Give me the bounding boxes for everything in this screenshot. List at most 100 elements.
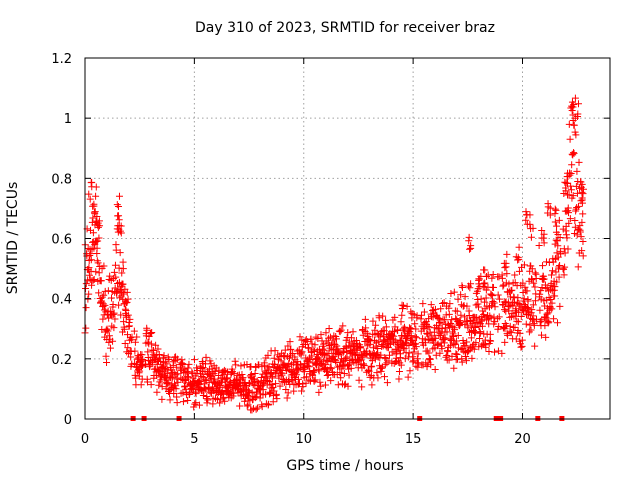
data-point — [248, 406, 256, 414]
data-point — [460, 302, 468, 310]
data-point — [440, 339, 448, 347]
data-point — [463, 348, 471, 356]
data-point — [118, 269, 126, 277]
data-point — [309, 346, 317, 354]
data-point — [572, 207, 580, 215]
data-point — [383, 379, 391, 387]
data-point — [94, 259, 102, 267]
data-point — [565, 120, 573, 128]
data-point — [556, 262, 564, 270]
data-point — [413, 334, 421, 342]
data-point — [578, 196, 586, 204]
data-point — [184, 396, 192, 404]
data-point — [467, 280, 475, 288]
data-point — [466, 284, 474, 292]
data-point — [339, 348, 347, 356]
data-point — [419, 300, 427, 308]
data-point — [559, 265, 567, 273]
data-point — [403, 302, 411, 310]
data-point — [138, 357, 146, 365]
data-point — [119, 258, 127, 266]
data-point — [286, 338, 294, 346]
data-point — [432, 334, 440, 342]
data-point — [498, 274, 506, 282]
data-point — [458, 283, 466, 291]
data-point — [378, 340, 386, 348]
data-point — [578, 180, 586, 188]
data-point — [531, 269, 539, 277]
data-point — [109, 337, 117, 345]
data-point — [256, 394, 264, 402]
data-point — [566, 215, 574, 223]
data-point — [566, 135, 574, 143]
data-point — [202, 353, 210, 361]
data-point — [406, 367, 414, 375]
data-point — [183, 373, 191, 381]
data-point — [122, 299, 130, 307]
data-point — [515, 267, 523, 275]
data-point — [451, 340, 459, 348]
data-point — [563, 234, 571, 242]
data-point — [82, 285, 90, 293]
x-tick-label: 5 — [190, 432, 198, 447]
data-point — [196, 378, 204, 386]
data-point — [163, 360, 171, 368]
data-point — [309, 371, 317, 379]
data-point — [357, 343, 365, 351]
data-point — [427, 361, 435, 369]
data-point — [181, 382, 189, 390]
data-point — [272, 380, 280, 388]
data-point — [579, 252, 587, 260]
data-point — [87, 256, 95, 264]
data-point — [571, 94, 579, 102]
data-point — [315, 388, 323, 396]
data-point — [252, 405, 260, 413]
data-point — [110, 324, 118, 332]
data-point — [244, 386, 252, 394]
data-point — [199, 391, 207, 399]
data-point — [264, 351, 272, 359]
x-tick-label: 20 — [514, 432, 531, 447]
data-point — [221, 397, 229, 405]
data-point — [547, 271, 555, 279]
data-point — [446, 300, 454, 308]
data-point — [125, 322, 133, 330]
data-point — [563, 207, 571, 215]
data-point — [367, 363, 375, 371]
data-point — [414, 350, 422, 358]
data-point — [519, 279, 527, 287]
data-point — [269, 383, 277, 391]
data-point — [531, 297, 539, 305]
data-point — [203, 392, 211, 400]
data-point — [487, 290, 495, 298]
data-point — [112, 273, 120, 281]
data-point — [551, 283, 559, 291]
data-point — [186, 389, 194, 397]
data-point — [569, 192, 577, 200]
data-point — [563, 191, 571, 199]
data-point — [89, 229, 97, 237]
data-point — [528, 306, 536, 314]
data-point — [522, 320, 530, 328]
data-point — [335, 327, 343, 335]
data-point — [554, 242, 562, 250]
data-point — [522, 216, 530, 224]
data-point — [491, 348, 498, 356]
data-point — [317, 331, 325, 339]
data-point — [285, 354, 293, 362]
data-point — [284, 389, 292, 397]
data-point — [308, 340, 316, 348]
data-point — [290, 387, 298, 395]
data-point — [361, 315, 369, 323]
data-point — [570, 149, 578, 157]
y-tick-label: 0 — [64, 413, 72, 428]
data-point — [538, 234, 546, 242]
data-point — [104, 287, 112, 295]
data-point — [137, 381, 145, 389]
data-point — [573, 204, 581, 212]
data-point — [432, 351, 440, 359]
data-point — [99, 300, 107, 308]
data-point — [549, 267, 557, 275]
data-point — [445, 356, 453, 364]
data-point — [117, 222, 125, 230]
